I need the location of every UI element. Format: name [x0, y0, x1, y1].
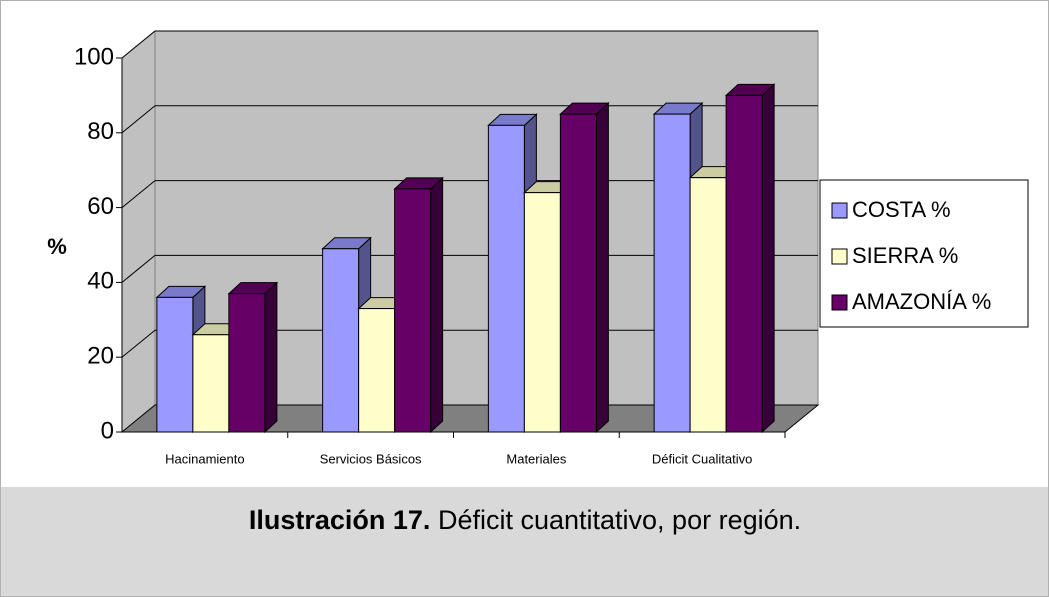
bar-side [595, 101, 609, 434]
legend-label: AMAZONÍA % [852, 289, 991, 314]
grid-line [121, 180, 156, 208]
legend-label: SIERRA % [852, 243, 958, 268]
plot: 0 20 40 60 80 100 Hacinamiento Servicios Básico… [74, 29, 1029, 466]
legend-swatch [831, 248, 848, 265]
y-tick-label: 0 [101, 417, 114, 444]
y-tick-label: 60 [87, 193, 114, 220]
side-wall [121, 29, 156, 434]
y-axis-label: % [47, 234, 67, 259]
y-tick-label: 100 [74, 43, 114, 70]
y-tick-label: 40 [87, 268, 114, 295]
bar-side [430, 176, 444, 434]
bar [156, 296, 194, 433]
x-tick-label: Materiales [506, 451, 566, 466]
grid-line [121, 105, 156, 134]
bar [228, 293, 266, 433]
bar-side [264, 281, 278, 434]
caption-label: Ilustración 17. [249, 505, 431, 535]
grid-line [121, 30, 156, 59]
bar [322, 248, 360, 433]
caption-text: Déficit cuantitativo, por región. [438, 505, 801, 535]
caption: Ilustración 17. Déficit cuantitativo, po… [249, 505, 801, 535]
legend-label: COSTA % [852, 197, 951, 222]
bar [689, 177, 727, 433]
grid-line [121, 329, 156, 358]
bar-side [761, 83, 775, 434]
x-tick-label: Servicios Básicos [320, 451, 422, 466]
bar [653, 113, 691, 433]
bar [559, 113, 597, 433]
y-tick-label: 20 [87, 343, 114, 370]
bar [358, 308, 396, 433]
x-tick-label: Déficit Cualitativo [652, 451, 752, 466]
legend-box [819, 179, 1029, 328]
y-tick-label: 80 [87, 118, 114, 145]
grid-line [121, 255, 156, 283]
legend-swatch [831, 294, 848, 311]
bar [487, 124, 525, 433]
legend-swatch [831, 202, 848, 219]
x-tick-label: Hacinamiento [165, 451, 245, 466]
caption-band [1, 487, 1048, 596]
bar [725, 94, 763, 433]
bar [394, 188, 432, 433]
bar [192, 334, 230, 433]
bar [523, 192, 561, 433]
legend: COSTA % SIERRA % AMAZONÍA % [819, 179, 1029, 328]
